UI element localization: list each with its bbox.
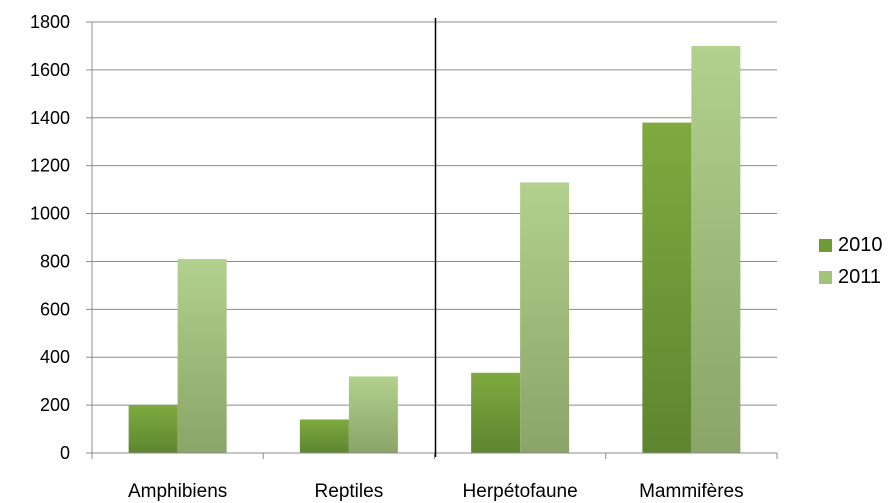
y-tick-label: 200 [40, 395, 70, 415]
y-tick-label: 1600 [30, 60, 70, 80]
legend: 2010 2011 [819, 232, 883, 296]
y-tick-label: 1200 [30, 156, 70, 176]
legend-label-2010: 2010 [838, 233, 883, 256]
bar-2011-Mammifères [691, 45, 741, 453]
y-tick-label: 0 [60, 443, 70, 463]
bar-2010-Amphibiens [128, 405, 178, 453]
axes [91, 18, 778, 459]
y-tick-label: 400 [40, 347, 70, 367]
legend-item-2011: 2011 [819, 264, 883, 290]
bar-2011-Herpétofaune [520, 182, 570, 453]
y-tick-label: 1800 [30, 12, 70, 32]
y-tick-label: 1000 [30, 204, 70, 224]
legend-item-2010: 2010 [819, 232, 883, 258]
bar-2010-Reptiles [299, 419, 349, 453]
y-axis-ticks: 0 200 400 600 800 1000 1200 1400 1600 1800 [30, 12, 92, 463]
x-category-label: Amphibiens [128, 481, 227, 502]
y-tick-label: 800 [40, 251, 70, 271]
bar-2011-Reptiles [348, 376, 398, 453]
bar-2011-Amphibiens [177, 259, 227, 453]
legend-swatch-2011 [819, 270, 832, 284]
bar-2010-Mammifères [642, 122, 692, 454]
legend-swatch-2010 [819, 238, 832, 252]
y-tick-label: 1400 [30, 108, 70, 128]
x-category-label: Reptiles [315, 481, 384, 502]
legend-label-2011: 2011 [838, 265, 882, 288]
y-tick-label: 600 [40, 299, 70, 319]
bars [128, 45, 741, 454]
x-category-label: Herpétofaune [463, 481, 578, 502]
x-axis-labels: Amphibiens Reptiles Herpétofaune Mammifères [128, 481, 744, 502]
bar-2010-Herpétofaune [471, 372, 521, 453]
x-category-label: Mammifères [639, 481, 744, 502]
